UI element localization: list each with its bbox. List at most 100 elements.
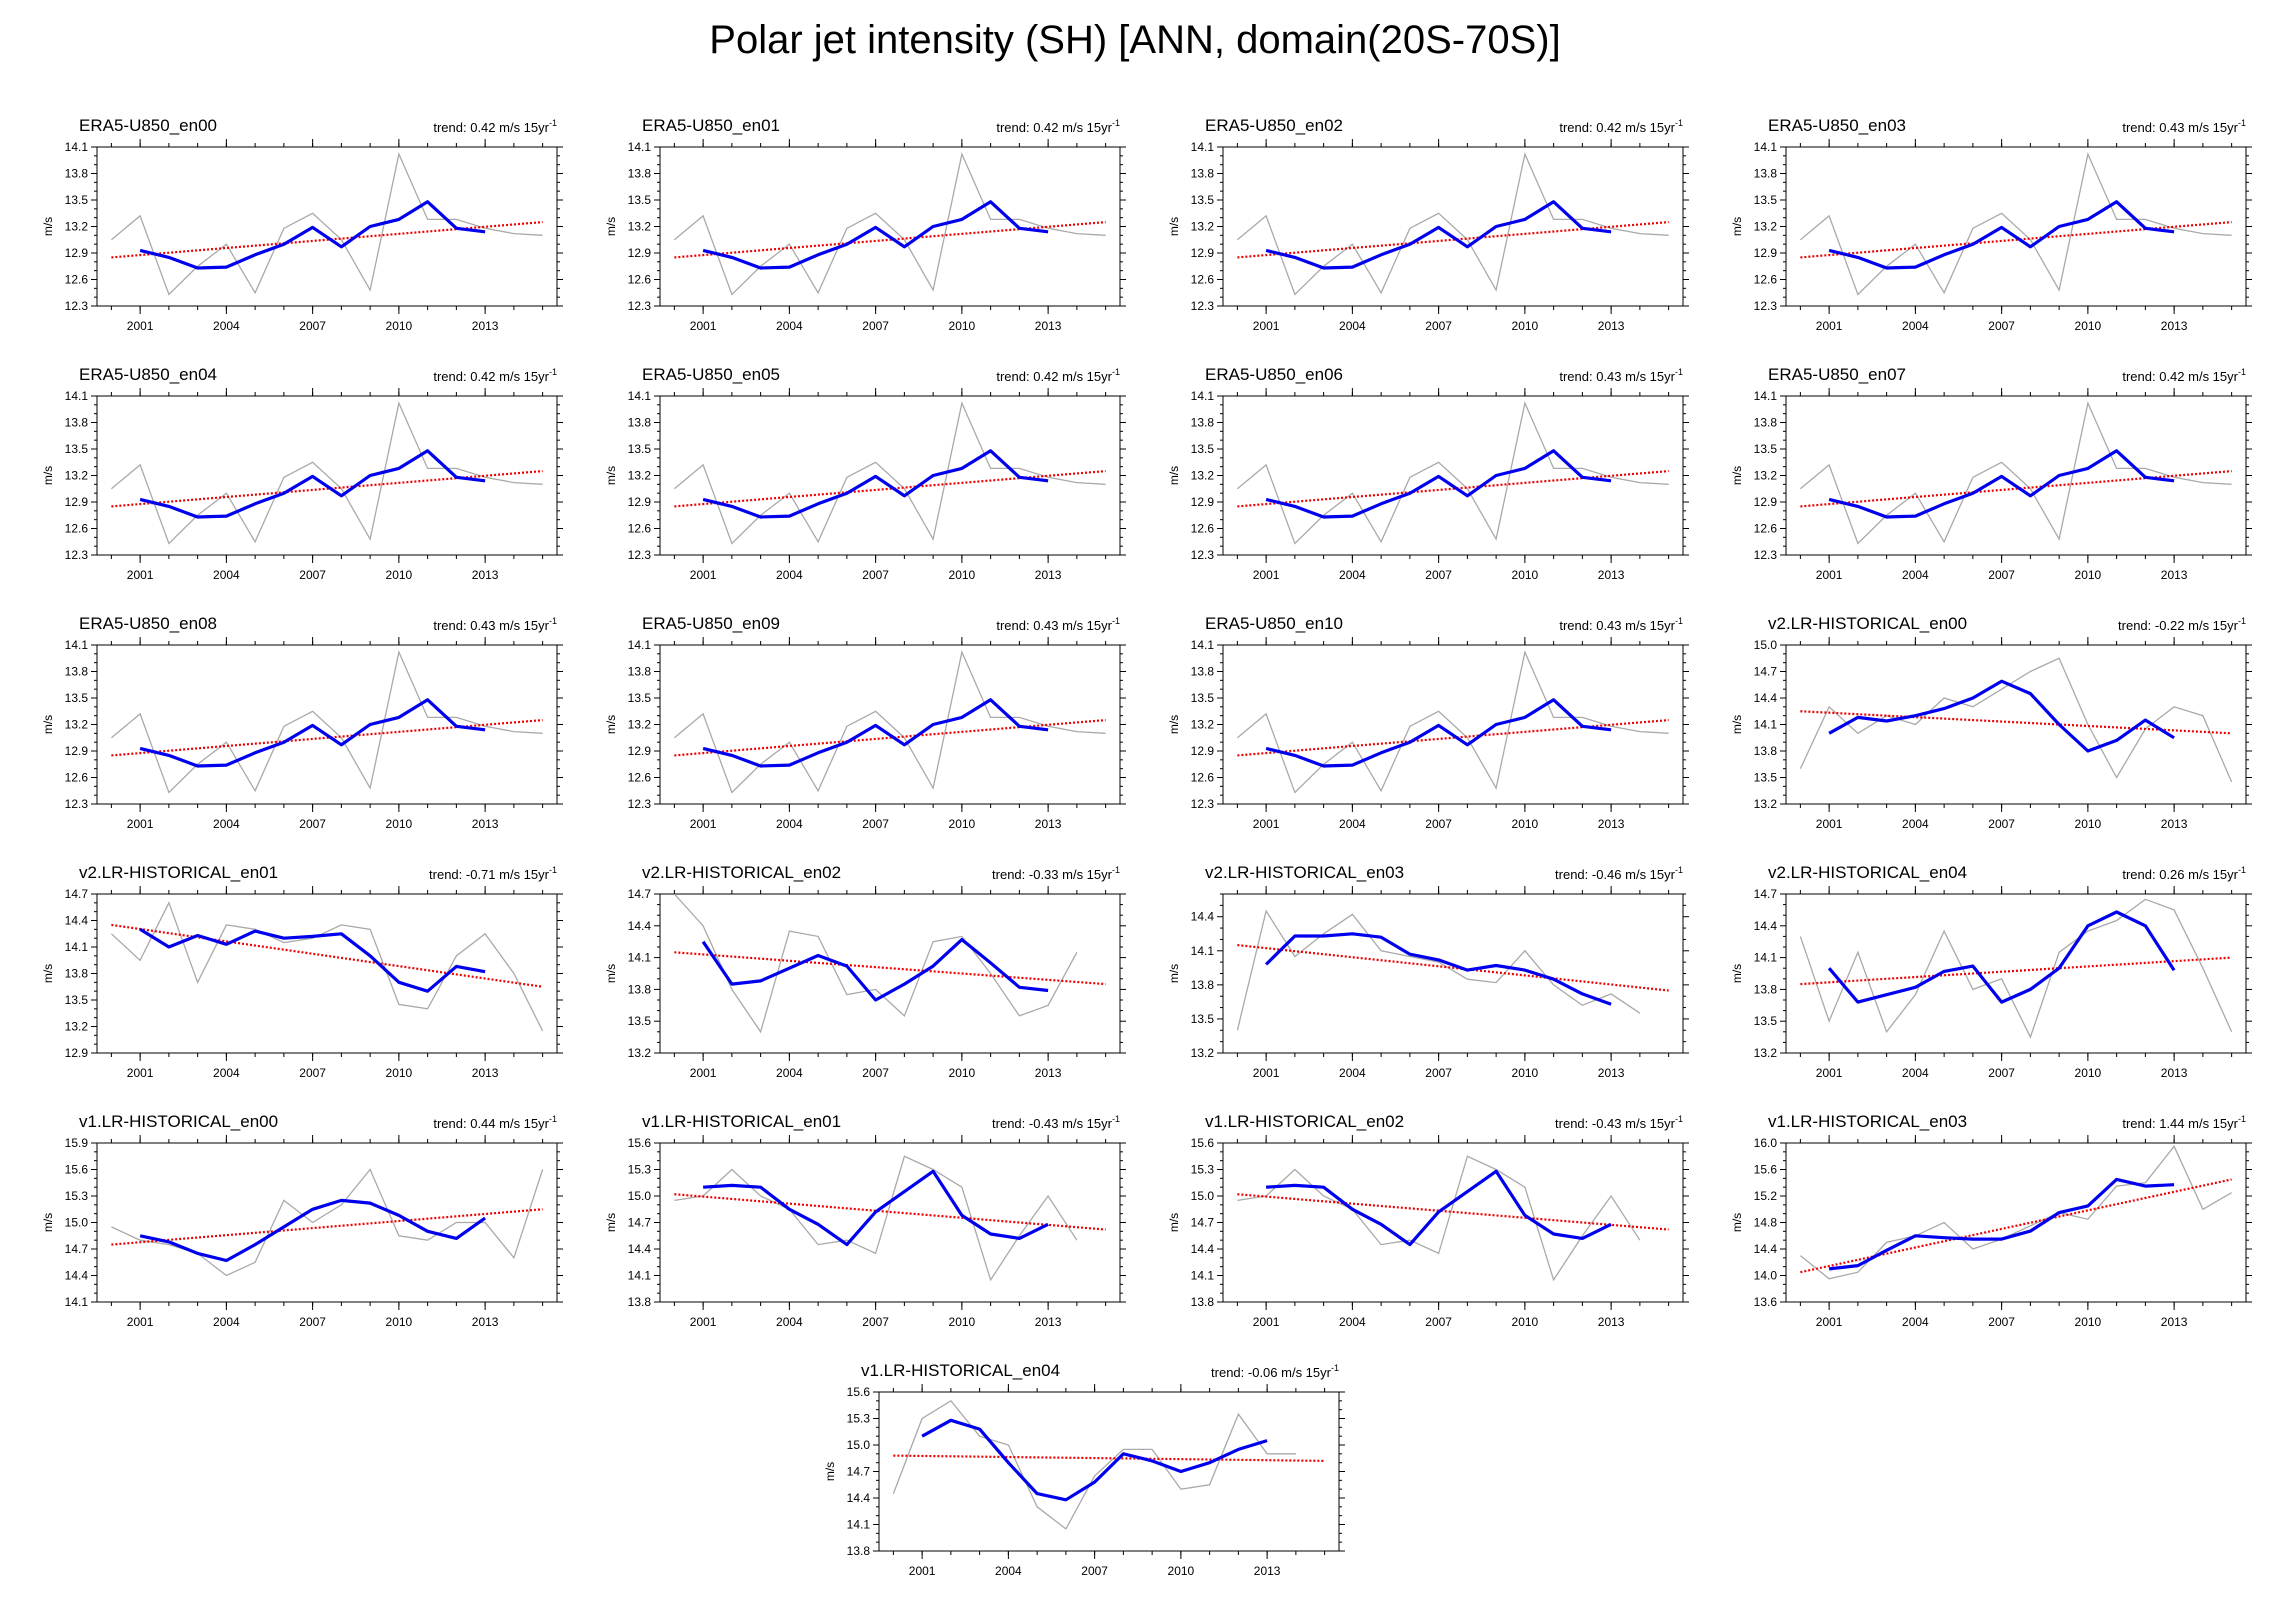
plot-area xyxy=(110,901,544,1032)
x-tick-label: 2001 xyxy=(127,319,154,333)
y-tick-label: 14.7 xyxy=(1754,665,1778,679)
x-tick-label: 2013 xyxy=(2161,1066,2188,1080)
y-tick-label: 14.1 xyxy=(628,1269,652,1283)
trend-line xyxy=(111,1208,543,1246)
x-tick-label: 2001 xyxy=(690,817,717,831)
y-tick-label: 12.9 xyxy=(65,1046,89,1060)
x-tick-label: 2004 xyxy=(213,817,240,831)
y-tick-label: 12.9 xyxy=(628,744,652,758)
smoothed-series-line xyxy=(1265,200,1612,270)
smoothed-series-line xyxy=(701,938,1049,1002)
panel-ERA5-U850_en07: 12.3 12.6 12.9 13.2 13.5 13.8 14.1 2001 2004 2007… xyxy=(1730,365,2252,582)
y-tick-label: 15.0 xyxy=(628,1189,652,1203)
panel-v1.LR-HISTORICAL_en04: 13.8 14.1 14.4 14.7 15.0 15.3 15.6 2001 2004 2007… xyxy=(823,1361,1345,1578)
y-tick-label: 14.1 xyxy=(1191,389,1215,403)
x-tick-label: 2013 xyxy=(2161,1315,2188,1329)
x-tick-label: 2001 xyxy=(1816,319,1843,333)
y-tick-label: 14.4 xyxy=(1191,1242,1215,1256)
panel-title: v2.LR-HISTORICAL_en00 xyxy=(1768,614,1967,633)
smoothed-series-line xyxy=(1827,910,2176,1004)
y-tick-label: 14.1 xyxy=(1191,140,1215,154)
x-tick-label: 2010 xyxy=(949,817,976,831)
x-tick-label: 2004 xyxy=(995,1564,1022,1578)
y-tick-label: 15.3 xyxy=(847,1412,871,1426)
x-tick-label: 2013 xyxy=(1035,568,1062,582)
x-tick-label: 2013 xyxy=(1254,1564,1281,1578)
x-tick-label: 2007 xyxy=(862,319,889,333)
y-tick-label: 14.4 xyxy=(65,914,89,928)
y-axis-label: m/s xyxy=(1167,1213,1181,1232)
raw-series-line xyxy=(110,400,543,545)
x-tick-label: 2013 xyxy=(2161,568,2188,582)
y-tick-label: 14.7 xyxy=(1191,1216,1215,1230)
plot-area xyxy=(110,649,543,794)
y-tick-label: 13.5 xyxy=(628,1014,652,1028)
smoothed-series-line xyxy=(702,449,1049,519)
trend-label: trend: -0.06 m/s 15yr-1 xyxy=(1211,1363,1339,1380)
smoothed-series-line xyxy=(139,698,486,768)
y-tick-label: 14.1 xyxy=(1754,718,1778,732)
trend-label: trend: 0.43 m/s 15yr-1 xyxy=(1559,367,1683,384)
trend-line xyxy=(1237,944,1669,992)
x-tick-label: 2007 xyxy=(299,1066,326,1080)
y-tick-label: 13.8 xyxy=(1191,978,1215,992)
y-axis-label: m/s xyxy=(1730,1213,1744,1232)
x-tick-label: 2007 xyxy=(1425,817,1452,831)
y-tick-label: 14.4 xyxy=(65,1269,89,1283)
plot-area xyxy=(110,400,543,545)
plot-area xyxy=(892,1399,1325,1530)
x-tick-label: 2013 xyxy=(1035,319,1062,333)
y-axis-label: m/s xyxy=(1167,715,1181,734)
y-axis-label: m/s xyxy=(41,964,55,983)
y-tick-label: 13.2 xyxy=(1191,469,1215,483)
y-tick-label: 14.1 xyxy=(847,1518,871,1532)
trend-exponent: -1 xyxy=(2238,1114,2246,1124)
panel-ERA5-U850_en03: 12.3 12.6 12.9 13.2 13.5 13.8 14.1 2001 2004 2007… xyxy=(1730,116,2252,333)
raw-series-line xyxy=(1799,400,2232,545)
y-tick-label: 14.1 xyxy=(628,951,652,965)
y-tick-label: 12.3 xyxy=(65,548,89,562)
x-tick-label: 2001 xyxy=(1816,568,1843,582)
y-tick-label: 13.8 xyxy=(65,665,89,679)
y-tick-label: 15.9 xyxy=(65,1136,89,1150)
x-tick-label: 2007 xyxy=(1425,1066,1452,1080)
y-tick-label: 15.2 xyxy=(1754,1189,1778,1203)
y-tick-label: 12.6 xyxy=(1191,771,1215,785)
x-tick-label: 2001 xyxy=(1253,817,1280,831)
x-tick-label: 2001 xyxy=(690,319,717,333)
smoothed-series-line xyxy=(1266,1169,1612,1247)
plot-area xyxy=(673,151,1106,296)
plot-frame xyxy=(1785,1142,2247,1303)
trend-exponent: -1 xyxy=(549,118,557,128)
smoothed-series-line xyxy=(921,1418,1268,1502)
plot-area xyxy=(1236,400,1669,545)
panel-title: ERA5-U850_en01 xyxy=(642,116,780,135)
x-tick-label: 2013 xyxy=(472,1315,499,1329)
y-axis-label: m/s xyxy=(41,715,55,734)
y-tick-label: 12.3 xyxy=(628,797,652,811)
y-tick-label: 13.5 xyxy=(1191,1012,1215,1026)
trend-label: trend: -0.22 m/s 15yr-1 xyxy=(2118,616,2246,633)
x-tick-label: 2010 xyxy=(386,1066,413,1080)
y-tick-label: 15.6 xyxy=(1191,1136,1215,1150)
panel-title: ERA5-U850_en09 xyxy=(642,614,780,633)
y-tick-label: 14.7 xyxy=(65,1242,89,1256)
panel-title: ERA5-U850_en00 xyxy=(79,116,217,135)
x-tick-label: 2010 xyxy=(949,1315,976,1329)
raw-series-line xyxy=(1236,649,1669,794)
y-tick-label: 14.4 xyxy=(1754,691,1778,705)
y-tick-label: 15.0 xyxy=(65,1216,89,1230)
plot-area xyxy=(673,894,1106,1034)
y-tick-label: 12.6 xyxy=(65,771,89,785)
y-axis-label: m/s xyxy=(823,1462,837,1481)
y-tick-label: 13.5 xyxy=(65,993,89,1007)
trend-exponent: -1 xyxy=(1112,1114,1120,1124)
x-tick-label: 2013 xyxy=(1598,1066,1625,1080)
y-tick-label: 12.6 xyxy=(1754,273,1778,287)
y-tick-label: 12.3 xyxy=(1754,548,1778,562)
y-tick-label: 14.7 xyxy=(628,887,652,901)
raw-series-line xyxy=(673,400,1106,545)
y-tick-label: 12.9 xyxy=(628,246,652,260)
smoothed-series-line xyxy=(1265,698,1612,768)
x-tick-label: 2001 xyxy=(1253,1315,1280,1329)
